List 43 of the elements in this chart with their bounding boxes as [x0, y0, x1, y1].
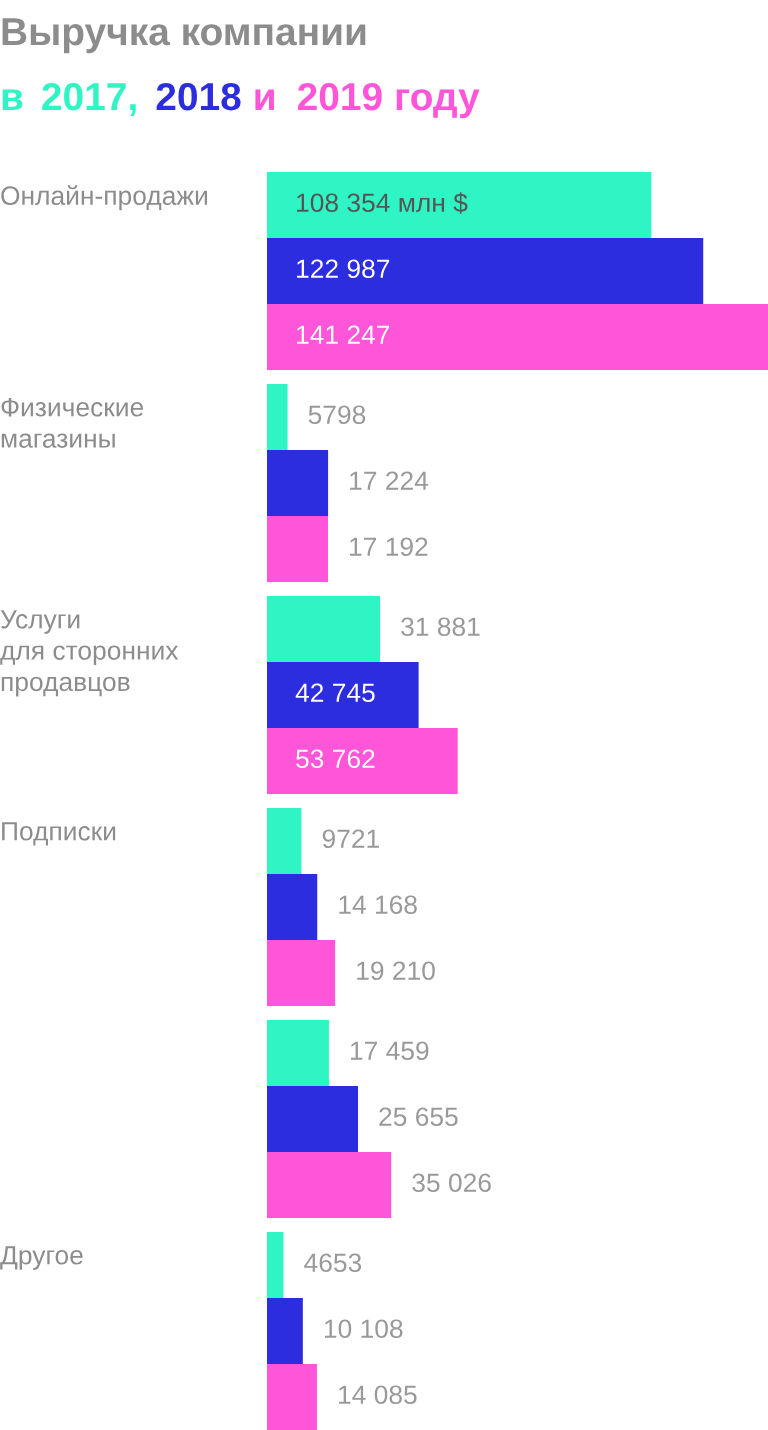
data-label: 17 224: [350, 471, 429, 490]
data-label: 17 192: [350, 537, 428, 557]
bar: [267, 384, 288, 450]
data-label: 17 459: [350, 1041, 429, 1061]
data-label: 25 655: [379, 1107, 458, 1127]
data-label: 14 085: [339, 1385, 417, 1405]
bar: [267, 596, 381, 662]
data-label: 108 354 млн $: [297, 192, 468, 214]
bar: [267, 1086, 358, 1152]
y-tick-label: Подписки: [2, 822, 116, 846]
bar: [267, 728, 458, 794]
bar: [267, 940, 336, 1006]
bar: [267, 238, 704, 304]
data-label: 9721: [322, 829, 379, 849]
data-label: 53 762: [296, 749, 375, 769]
data-label: 5798: [308, 405, 366, 425]
chart-subtitle: в 2017, 2018 и 2019 году: [2, 82, 480, 119]
bar: [267, 662, 419, 728]
data-label: 141 247: [297, 325, 390, 344]
y-tick-label: Другое: [0, 1246, 83, 1270]
data-label: 122 987: [297, 259, 390, 279]
data-label: 31 881: [401, 617, 480, 637]
bar: [267, 874, 318, 940]
bar: [267, 172, 652, 238]
data-label: 19 210: [357, 961, 435, 981]
y-tick-label: Физические магазины: [1, 398, 144, 448]
bar: [267, 304, 768, 370]
bar: [267, 450, 329, 516]
bar: [267, 1020, 329, 1086]
y-tick-label: Онлайн-продажи: [1, 185, 207, 211]
data-label: 35 026: [412, 1173, 491, 1193]
data-label: 10 108: [324, 1319, 403, 1339]
y-tick-label: Услуги для сторонних продавцов: [0, 610, 179, 697]
bar: [267, 1364, 317, 1430]
bar: [267, 808, 302, 874]
data-label: 42 745: [295, 683, 375, 703]
bar: [267, 1232, 284, 1298]
data-label: 4653: [304, 1253, 362, 1273]
bar: [267, 1298, 303, 1364]
bar: [267, 1152, 392, 1218]
bar: [267, 516, 328, 582]
data-label: 14 168: [339, 895, 417, 915]
chart-title: Выручка компании: [2, 18, 366, 54]
